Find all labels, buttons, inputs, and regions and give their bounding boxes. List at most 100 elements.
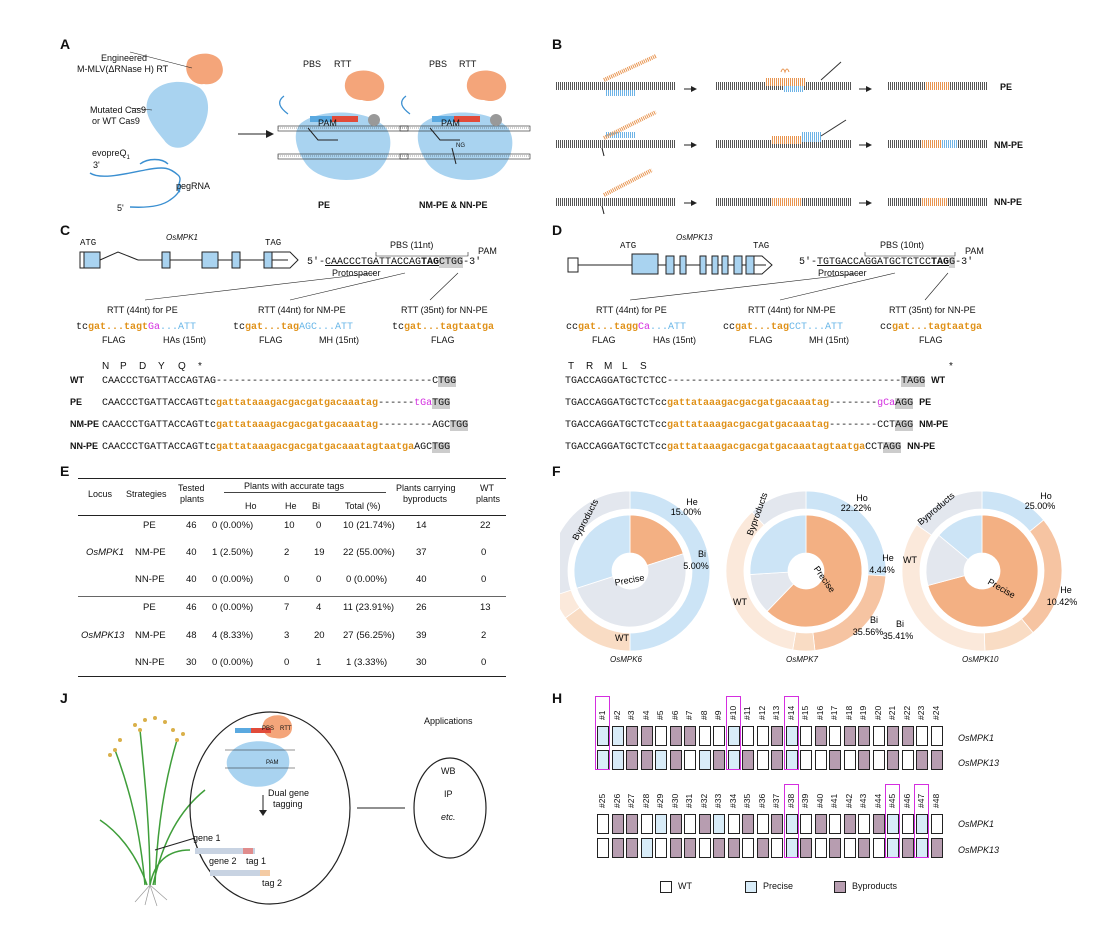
genotype-cell bbox=[640, 838, 653, 858]
genotype-cell bbox=[626, 726, 638, 746]
panel-label-h: H bbox=[552, 690, 563, 706]
donut-inner-slice bbox=[576, 553, 687, 628]
panel-label-f: F bbox=[552, 463, 561, 479]
sample-number-label: #40 bbox=[814, 793, 825, 808]
d-rtt1: RTT (44nt) for PE bbox=[596, 305, 667, 315]
sample-number-label: #30 bbox=[669, 793, 680, 808]
genotype-cell bbox=[684, 814, 696, 834]
sample-number-label: #42 bbox=[843, 793, 854, 808]
b-label-nnpe: NN-PE bbox=[994, 197, 1023, 207]
cas9-label-2: or WT Cas9 bbox=[92, 116, 140, 126]
genotype-cell bbox=[640, 750, 653, 770]
e-header-he: He bbox=[285, 501, 297, 511]
d-rtt3-seq: ccgat...tagtaatga bbox=[880, 322, 983, 333]
f-title-mpk6: OsMPK6 bbox=[610, 655, 643, 664]
c-rtt-lines bbox=[144, 252, 469, 301]
genotype-cell bbox=[843, 750, 856, 770]
donut-label: He bbox=[1060, 585, 1072, 595]
genotype-cell bbox=[800, 838, 812, 858]
genotype-cell bbox=[843, 814, 856, 834]
sample-number-label: #29 bbox=[655, 793, 665, 808]
genotype-cell bbox=[901, 838, 914, 858]
genotype-cell bbox=[742, 750, 754, 770]
donut-label: He bbox=[882, 553, 894, 563]
e-header-locus: Locus bbox=[88, 489, 113, 499]
genotype-cell bbox=[872, 726, 885, 746]
sample-number-label: #16 bbox=[814, 705, 825, 720]
c-pbs-label: PBS (11nt) bbox=[390, 240, 434, 250]
legend-precise-label: Precise bbox=[763, 881, 794, 891]
three-prime-label: 3' bbox=[93, 160, 100, 170]
genotype-cell bbox=[901, 814, 914, 834]
j-tag2: tag 2 bbox=[262, 878, 283, 888]
table-row: PE 46 0 (0.00%) 7 4 11 (23.91%) 26 13 bbox=[143, 602, 491, 613]
c-flag-2: FLAG bbox=[259, 335, 283, 345]
donut-label: Bi bbox=[698, 549, 706, 559]
genotype-cell bbox=[684, 838, 696, 858]
sample-number-label: #27 bbox=[626, 793, 636, 808]
genotype-cell bbox=[901, 750, 914, 770]
donut-outer-slice bbox=[560, 490, 631, 595]
d-gene-model bbox=[567, 253, 773, 275]
donut-outer-slice bbox=[916, 490, 983, 536]
b-row-nmpe bbox=[556, 110, 988, 157]
genotype-cell bbox=[756, 726, 769, 746]
genotype-cell bbox=[771, 750, 783, 770]
d-flag-1: FLAG bbox=[592, 335, 616, 345]
donut-inner-slice bbox=[629, 514, 684, 566]
genotype-cell bbox=[742, 814, 754, 834]
sample-number-label: #5 bbox=[655, 710, 665, 720]
d-rtt2: RTT (44nt) for NM-PE bbox=[748, 305, 836, 315]
d-target-sequence: 5′-TGTGACCAGGATGCTCTCCTAGG-3′ bbox=[799, 257, 974, 268]
d-gene-name: OsMPK13 bbox=[676, 233, 713, 242]
j-ip: IP bbox=[444, 789, 453, 799]
highlight-box bbox=[914, 784, 929, 858]
sample-number-label: #39 bbox=[800, 793, 810, 808]
genotype-cell bbox=[858, 726, 870, 746]
j-pam: PAM bbox=[266, 760, 279, 766]
donut-inner-slice bbox=[927, 514, 1039, 628]
cas9-protein-shape bbox=[146, 81, 209, 148]
sample-number-label: #2 bbox=[611, 710, 622, 720]
d-rtt3: RTT (35nt) for NN-PE bbox=[889, 305, 976, 315]
panel-b-diagram bbox=[556, 54, 988, 215]
donut-label: 15.00% bbox=[671, 507, 702, 517]
donut-label: 5.00% bbox=[683, 561, 709, 571]
pam-label-a1: PAM bbox=[318, 118, 337, 128]
sample-number-label: #46 bbox=[901, 793, 912, 808]
sample-number-label: #37 bbox=[771, 793, 781, 808]
genotype-cell bbox=[930, 814, 943, 834]
e-header-ho: Ho bbox=[245, 501, 257, 511]
j-etc: etc. bbox=[441, 812, 456, 822]
genotype-cell bbox=[930, 838, 943, 858]
e-header-carrying: Plants carrying bbox=[396, 483, 456, 493]
c-pam-label: PAM bbox=[478, 246, 497, 256]
donut-label: Ho bbox=[856, 493, 868, 503]
sample-number-label: #44 bbox=[872, 793, 883, 808]
c-row-nnpe: NN-PE CAACCCTGATTACCAGTtcgattataaagacgacg… bbox=[70, 441, 451, 453]
sample-number-label: #21 bbox=[887, 705, 897, 720]
donut-label: Bi bbox=[870, 615, 878, 625]
rt-protein-shape bbox=[186, 53, 223, 85]
donut-label: 25.00% bbox=[1025, 501, 1056, 511]
genotype-cell bbox=[626, 814, 638, 834]
rice-roots bbox=[134, 884, 168, 907]
panel-label-j: J bbox=[60, 690, 68, 706]
f-title-mpk10: OsMPK10 bbox=[962, 655, 999, 664]
sample-number-label: #15 bbox=[800, 705, 810, 720]
genotype-cell bbox=[611, 750, 624, 770]
genotype-cell bbox=[916, 814, 928, 834]
sample-number-label: #11 bbox=[742, 706, 752, 720]
legend-precise-swatch bbox=[745, 881, 757, 893]
h-row-label-mpk13-bottom: OsMPK13 bbox=[958, 845, 1000, 855]
donut-label: 35.41% bbox=[883, 631, 914, 641]
donut-outer-slice bbox=[792, 631, 816, 652]
d-tag: TAG bbox=[753, 241, 770, 251]
donut-inner-slice bbox=[573, 514, 631, 589]
table-row: OsMPK1 NM-PE 40 1 (2.50%) 2 19 22 (55.00… bbox=[86, 547, 487, 558]
genotype-cell bbox=[713, 726, 725, 746]
j-oval bbox=[189, 711, 351, 905]
genotype-cell bbox=[872, 838, 885, 858]
panel-label-c: C bbox=[60, 222, 71, 238]
table-row: OsMPK13 NM-PE 48 4 (8.33%) 3 20 27 (56.2… bbox=[81, 630, 487, 641]
